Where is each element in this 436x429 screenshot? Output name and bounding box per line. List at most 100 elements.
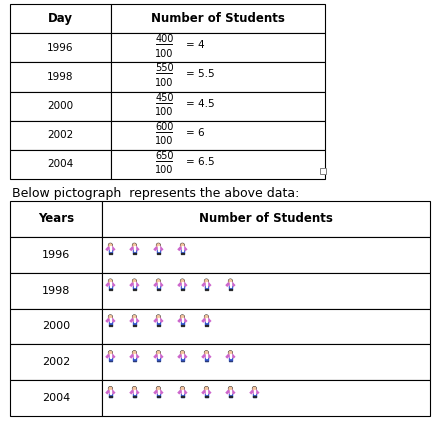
Bar — [110, 390, 111, 394]
Bar — [181, 396, 182, 397]
Bar — [133, 390, 136, 394]
Bar — [109, 325, 110, 326]
Bar — [109, 390, 112, 394]
Text: = 4: = 4 — [186, 40, 205, 50]
Bar — [204, 354, 208, 358]
Bar — [157, 361, 158, 362]
Circle shape — [228, 351, 232, 354]
Bar — [204, 358, 208, 361]
Bar — [183, 325, 184, 326]
Text: = 6.5: = 6.5 — [186, 157, 215, 167]
Bar — [183, 396, 184, 397]
Bar — [111, 325, 112, 326]
Bar — [102, 380, 430, 416]
Text: 1998: 1998 — [47, 72, 74, 82]
Circle shape — [109, 387, 112, 390]
Bar — [157, 289, 158, 290]
Circle shape — [133, 280, 136, 282]
Bar — [10, 121, 111, 150]
Bar — [206, 390, 207, 394]
Bar — [157, 322, 160, 325]
Bar — [207, 325, 208, 326]
Bar — [230, 354, 231, 358]
Circle shape — [228, 279, 232, 283]
Circle shape — [181, 244, 184, 247]
Bar — [252, 394, 256, 396]
Bar — [157, 394, 160, 396]
Text: Number of Students: Number of Students — [151, 12, 285, 25]
Text: 100: 100 — [155, 166, 174, 175]
Bar — [111, 289, 112, 290]
Bar — [10, 380, 102, 416]
Circle shape — [133, 279, 136, 283]
Circle shape — [157, 244, 160, 247]
Text: 600: 600 — [155, 122, 174, 132]
Bar — [254, 390, 255, 394]
Bar — [228, 358, 232, 361]
Bar — [207, 396, 208, 397]
Circle shape — [133, 315, 136, 319]
Bar — [133, 358, 136, 361]
Text: = 6: = 6 — [186, 128, 205, 138]
Bar — [157, 396, 158, 397]
Bar — [135, 253, 136, 254]
Circle shape — [109, 279, 112, 283]
Bar — [135, 361, 136, 362]
Bar — [252, 396, 254, 397]
Bar — [207, 361, 208, 362]
Circle shape — [181, 279, 184, 283]
Bar — [320, 168, 326, 174]
Text: 2000: 2000 — [48, 101, 73, 111]
Bar — [133, 322, 136, 325]
Bar — [255, 396, 256, 397]
Circle shape — [109, 351, 112, 354]
Bar — [204, 318, 208, 323]
Bar — [181, 318, 184, 323]
Circle shape — [253, 387, 256, 390]
Bar — [228, 396, 230, 397]
Bar — [158, 390, 159, 394]
Circle shape — [228, 387, 232, 390]
Bar — [230, 282, 231, 287]
Bar — [111, 33, 325, 62]
Bar — [228, 286, 232, 289]
Bar — [206, 318, 207, 323]
Bar — [182, 390, 183, 394]
Bar — [228, 289, 230, 290]
Bar — [228, 282, 232, 287]
Text: 100: 100 — [155, 78, 174, 88]
Circle shape — [157, 351, 160, 354]
Bar — [183, 361, 184, 362]
Bar — [231, 289, 232, 290]
Bar — [109, 286, 112, 289]
Circle shape — [133, 387, 136, 390]
Bar — [133, 282, 136, 287]
Text: 100: 100 — [155, 136, 174, 146]
Circle shape — [157, 315, 160, 318]
Bar — [157, 251, 160, 253]
Bar — [109, 253, 110, 254]
Bar — [204, 361, 206, 362]
Bar — [204, 325, 206, 326]
Circle shape — [157, 243, 160, 247]
Bar — [111, 62, 325, 91]
Circle shape — [181, 351, 184, 354]
Bar — [110, 282, 111, 287]
Bar — [133, 361, 134, 362]
Bar — [159, 325, 160, 326]
Bar — [110, 246, 111, 251]
Bar — [230, 390, 231, 394]
Bar — [182, 246, 183, 251]
Bar — [228, 354, 232, 358]
Bar — [228, 394, 232, 396]
Circle shape — [204, 351, 208, 354]
Bar — [111, 253, 112, 254]
Bar — [134, 246, 135, 251]
Bar — [133, 396, 134, 397]
Bar — [182, 282, 183, 287]
Bar — [133, 394, 136, 396]
Bar — [133, 354, 136, 358]
Circle shape — [109, 315, 112, 319]
Circle shape — [133, 351, 136, 354]
Text: Number of Students: Number of Students — [199, 212, 333, 225]
